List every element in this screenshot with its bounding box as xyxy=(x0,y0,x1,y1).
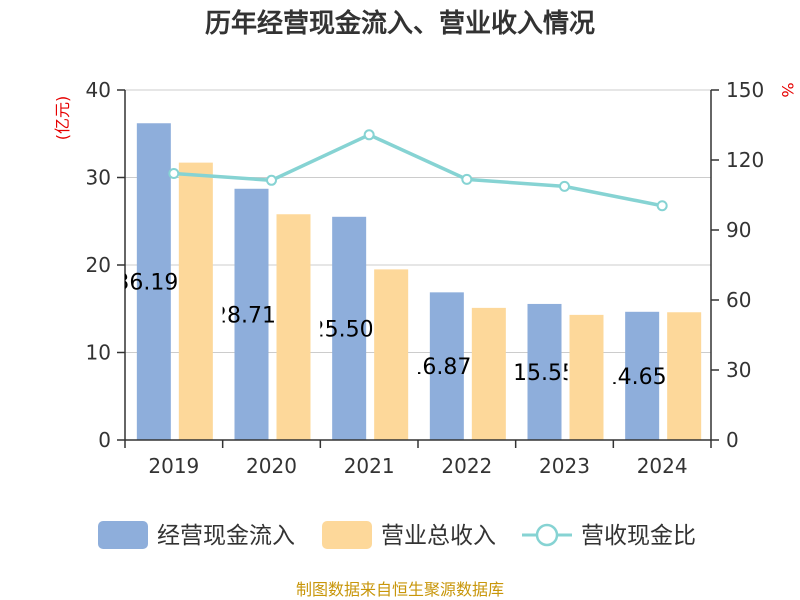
ratio-point xyxy=(266,174,277,186)
left-tick-label: 30 xyxy=(86,166,111,190)
ratio-point xyxy=(656,200,668,212)
axes-group: 0 10 20 30 40 0 30 60 90 120 150 2019 2020 2021 2022 20… xyxy=(86,78,765,478)
bar-revenue xyxy=(276,214,311,440)
bar-revenue xyxy=(374,269,409,440)
bar-cash-inflow xyxy=(429,292,464,440)
chart-title: 历年经营现金流入、营业收入情况 xyxy=(205,8,595,39)
x-tick-label: 2023 xyxy=(539,454,590,478)
ratio-point xyxy=(363,129,375,141)
bars-group xyxy=(136,123,702,440)
left-axis-unit: (亿元) xyxy=(53,96,72,141)
right-axis-unit: % xyxy=(778,82,797,97)
x-tick-label: 2021 xyxy=(344,454,395,478)
right-tick-label: 120 xyxy=(726,148,764,172)
ratio-point xyxy=(168,168,180,180)
bar-revenue xyxy=(569,314,604,440)
bar-cash-inflow xyxy=(332,216,367,440)
legend-swatch-revenue xyxy=(322,521,372,549)
legend-label-revenue: 营业总收入 xyxy=(381,523,496,549)
gridlines xyxy=(125,89,711,353)
legend: 经营现金流入 营业总收入 营收现金比 xyxy=(98,521,696,549)
right-tick-label: 0 xyxy=(726,428,739,452)
x-tick-label: 2022 xyxy=(441,454,492,478)
bar-cash-inflow xyxy=(234,188,269,440)
bar-value-label: 15.55 xyxy=(513,361,576,386)
right-tick-label: 90 xyxy=(726,218,751,242)
legend-label-ratio: 营收现金比 xyxy=(581,523,696,549)
ratio-line xyxy=(173,132,663,208)
bar-value-label: 14.652 xyxy=(604,365,681,390)
bar-labels-group: 36.199 28.713 25.509 16.875 15.55 14.652 xyxy=(115,271,681,390)
right-tick-label: 150 xyxy=(726,78,764,102)
left-tick-label: 40 xyxy=(86,78,111,102)
ratio-point xyxy=(559,180,570,192)
source-note: 制图数据来自恒生聚源数据库 xyxy=(296,580,504,599)
x-tick-label: 2019 xyxy=(148,454,199,478)
bar-cash-inflow xyxy=(625,311,660,440)
bar-revenue xyxy=(178,162,213,440)
left-tick-label: 20 xyxy=(86,253,111,277)
ratio-line-group xyxy=(168,129,668,212)
legend-label-cash-inflow: 经营现金流入 xyxy=(157,523,295,549)
bar-value-label: 28.713 xyxy=(213,303,290,328)
right-tick-label: 30 xyxy=(726,358,751,382)
bar-cash-inflow xyxy=(527,303,562,440)
bar-value-label: 16.875 xyxy=(408,355,485,380)
bar-value-label: 36.199 xyxy=(115,271,192,296)
left-tick-label: 10 xyxy=(86,341,111,365)
x-tick-label: 2020 xyxy=(246,454,297,478)
right-tick-label: 60 xyxy=(726,288,751,312)
left-tick-label: 0 xyxy=(98,428,111,452)
legend-marker-ratio xyxy=(535,523,559,547)
bar-cash-inflow xyxy=(136,123,171,440)
ratio-point xyxy=(461,173,473,185)
bar-revenue xyxy=(667,312,702,440)
x-tick-label: 2024 xyxy=(637,454,688,478)
bar-revenue xyxy=(471,307,506,440)
bar-value-label: 25.509 xyxy=(311,317,388,342)
legend-swatch-cash-inflow xyxy=(98,521,148,549)
